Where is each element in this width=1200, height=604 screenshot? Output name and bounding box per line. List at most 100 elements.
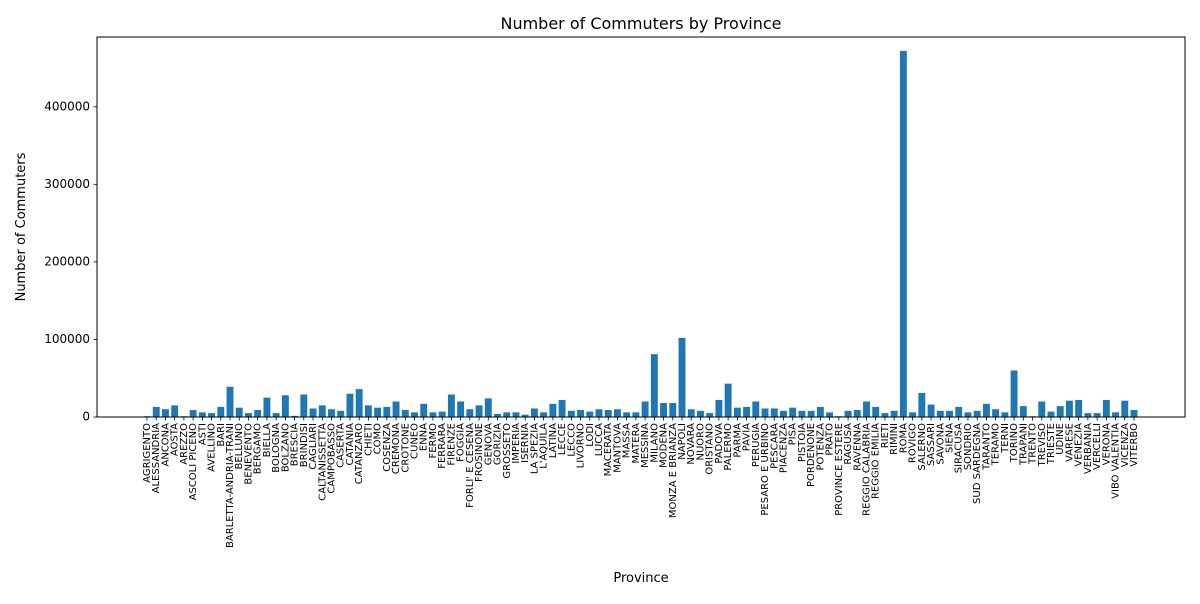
x-tick-label: BERGAMO	[253, 423, 264, 474]
x-tick-label: TRAPANI	[1018, 423, 1029, 466]
x-tick-label: BENEVENTO	[243, 423, 254, 485]
bar	[844, 410, 852, 417]
x-tick-label: BELLUNO	[234, 423, 245, 470]
bar	[1130, 410, 1138, 417]
x-tick-label: BRINDISI	[299, 423, 310, 467]
x-tick-label: ORISTANO	[705, 423, 716, 475]
bar	[521, 414, 529, 417]
x-tick-label: ASTI	[197, 423, 208, 445]
bars-layer	[143, 50, 1138, 418]
bar	[641, 401, 649, 417]
bar	[715, 399, 723, 417]
x-tick-label: MACERATA	[603, 423, 614, 477]
x-tick-label: BARLETTA-ANDRIA-TRANI	[225, 423, 236, 548]
x-tick-label: AOSTA	[170, 423, 181, 456]
bar	[540, 412, 548, 417]
bar	[438, 411, 446, 417]
x-tick-label: RAVENNA	[852, 423, 863, 471]
bar	[208, 413, 216, 417]
x-tick-label: PESARO E URBINO	[760, 423, 771, 516]
x-tick-label: PROVINCE ESTERE	[834, 423, 845, 516]
bar	[411, 412, 418, 417]
bar	[503, 412, 511, 417]
x-tick-label: FOGGIA	[456, 423, 467, 462]
x-tick-label: FERRARA	[437, 423, 448, 469]
x-tick-label: LUCCA	[594, 423, 605, 456]
bar	[1001, 412, 1009, 417]
x-tick-label: VARESE	[1064, 423, 1075, 462]
bar	[706, 413, 714, 417]
chart-title: Number of Commuters by Province	[500, 14, 781, 33]
bar	[669, 403, 677, 417]
x-tick-label: PISTOIA	[797, 423, 808, 462]
x-tick-label: BOLZANO	[280, 423, 291, 472]
x-tick-label: VENEZIA	[1074, 423, 1085, 467]
bar	[420, 403, 428, 417]
bar	[318, 405, 326, 417]
x-tick-label: FIRENZE	[446, 423, 457, 466]
x-tick-label: BARI	[216, 423, 227, 447]
x-tick-label: RIMINI	[889, 423, 900, 455]
bar	[909, 412, 917, 417]
bar	[770, 408, 778, 417]
bar	[512, 412, 520, 417]
bar	[1047, 411, 1055, 417]
bar	[328, 409, 335, 417]
x-tick-label: REGGIO EMILIA	[871, 423, 882, 499]
bar	[272, 413, 280, 417]
x-tick-label: RIETI	[880, 423, 891, 448]
x-tick-label: MATERA	[631, 423, 642, 464]
x-tick-label: CALTANISSETTA	[317, 423, 328, 501]
x-tick-label: NAPOLI	[677, 423, 688, 460]
x-tick-label: PAVIA	[742, 423, 753, 451]
x-tick-label: ENNA	[419, 423, 430, 451]
x-tick-label: CHIETI	[363, 423, 374, 456]
bar	[1019, 406, 1027, 417]
bar	[226, 386, 234, 417]
bar	[982, 403, 990, 417]
x-tick-label: SALERNO	[917, 423, 928, 471]
x-tick-label: AGRIGENTO	[142, 423, 153, 483]
x-tick-label: NOVARA	[686, 423, 697, 465]
x-tick-label: SASSARI	[926, 423, 937, 466]
bar	[595, 409, 603, 417]
x-tick-label: POTENZA	[815, 423, 826, 471]
x-tick-label: PRATO	[825, 423, 836, 456]
bar	[392, 401, 400, 417]
x-tick-label: SUD SARDEGNA	[972, 423, 983, 504]
x-tick-label: MILANO	[649, 423, 660, 463]
bar	[973, 410, 981, 417]
x-tick-label: VIBO VALENTIA	[1111, 423, 1122, 499]
x-tick-label: LECCE	[557, 423, 568, 455]
x-tick-label: MODENA	[659, 423, 670, 468]
x-tick-label: CAMPOBASSO	[326, 423, 337, 494]
bar	[955, 406, 963, 417]
x-tick-label: ROMA	[898, 423, 909, 453]
bar	[355, 389, 363, 417]
bar	[291, 415, 299, 417]
y-tick-label: 100000	[44, 332, 90, 346]
bar	[899, 50, 907, 418]
x-tick-label: PORDENONE	[806, 423, 817, 487]
bar	[161, 409, 169, 417]
x-tick-label: VICENZA	[1120, 423, 1131, 467]
y-tick-label: 400000	[44, 99, 90, 113]
bar	[1038, 401, 1046, 417]
x-tick-label: AVELLINO	[207, 423, 218, 472]
bar	[946, 410, 953, 417]
x-tick-label: TRIESTE	[1046, 423, 1057, 465]
x-tick-label: CREMONA	[391, 423, 402, 474]
bar	[457, 401, 465, 417]
x-tick-label: L'AQUILA	[539, 423, 550, 469]
bar	[743, 406, 751, 417]
x-tick-label: FORLI' E CESENA	[465, 423, 476, 508]
x-tick-label: PESCARA	[769, 423, 780, 469]
bar	[927, 404, 935, 417]
x-tick-label: TERAMO	[991, 423, 1002, 466]
x-tick-label: TARANTO	[981, 423, 992, 471]
x-tick-label: PERUGIA	[751, 423, 762, 467]
x-tick-label: SIENA	[945, 423, 956, 453]
bar	[235, 407, 243, 417]
bar	[567, 410, 575, 417]
bar	[798, 410, 806, 417]
